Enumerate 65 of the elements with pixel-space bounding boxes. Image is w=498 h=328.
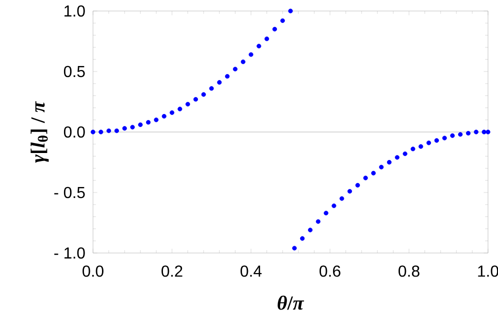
point <box>209 86 214 91</box>
point <box>193 97 198 102</box>
point <box>308 228 313 232</box>
point <box>340 196 344 201</box>
point <box>418 144 424 149</box>
point <box>170 110 174 115</box>
point <box>264 36 270 42</box>
point <box>138 122 143 128</box>
point <box>280 18 285 23</box>
point <box>248 52 254 57</box>
x-tick-label: 1.0 <box>478 266 498 277</box>
point <box>114 128 119 134</box>
point <box>402 151 408 156</box>
point <box>486 130 490 134</box>
point <box>225 74 230 79</box>
point <box>292 246 297 250</box>
point <box>474 130 478 134</box>
y-tick-label: - 1.0 <box>54 247 85 259</box>
point <box>106 128 112 134</box>
point <box>146 120 151 125</box>
point <box>316 219 320 224</box>
point <box>90 130 96 134</box>
point <box>324 210 328 216</box>
point <box>347 189 352 194</box>
point <box>288 8 293 14</box>
point <box>371 170 376 176</box>
point <box>410 146 416 152</box>
point <box>466 130 471 136</box>
point <box>186 102 190 106</box>
point <box>256 44 262 48</box>
x-tick-label: 0.0 <box>82 266 104 277</box>
point <box>240 60 246 64</box>
point <box>154 118 158 122</box>
point <box>217 80 222 85</box>
point <box>355 182 360 188</box>
point <box>426 140 432 146</box>
point <box>434 138 439 143</box>
point <box>394 155 400 160</box>
point <box>332 204 336 208</box>
point <box>98 130 104 134</box>
point <box>122 126 127 131</box>
point <box>458 132 463 137</box>
x-tick-label: 0.4 <box>240 266 262 277</box>
point <box>450 133 455 138</box>
point <box>482 130 486 134</box>
point <box>201 92 206 97</box>
point <box>178 106 182 112</box>
point <box>300 236 305 241</box>
point <box>130 124 135 130</box>
point <box>232 66 238 72</box>
point <box>442 136 447 140</box>
x-tick-label: 0.2 <box>162 266 182 277</box>
point <box>379 164 384 170</box>
y-tick-label: 0.0 <box>64 126 85 138</box>
x-tick-label: 0.6 <box>320 266 340 277</box>
y-tick-label: - 0.5 <box>54 186 85 198</box>
point <box>363 176 368 180</box>
y-tick-label: 1.0 <box>64 5 85 17</box>
y-tick-label: 0.5 <box>64 66 85 78</box>
point <box>272 26 277 32</box>
x-axis-title: θ/π <box>278 296 304 310</box>
point <box>162 114 166 119</box>
point <box>386 160 392 165</box>
x-tick-label: 0.8 <box>398 266 420 277</box>
y-axis-title: γ[l$_{θ}$] / π <box>30 101 49 163</box>
